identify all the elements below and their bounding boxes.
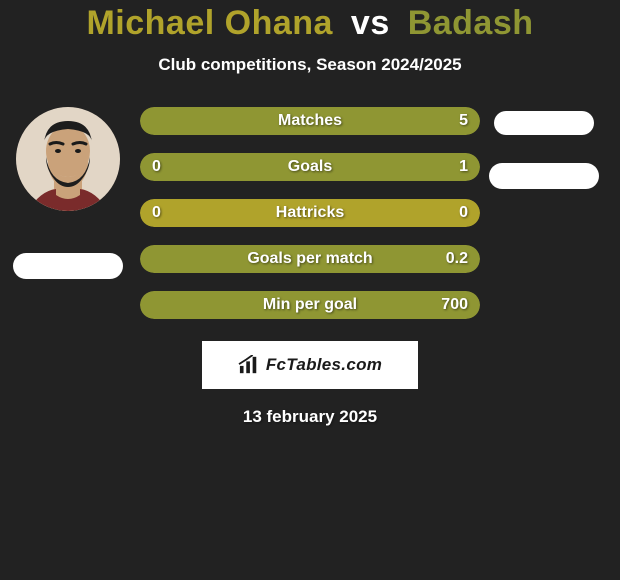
stat-bar: 0 Hattricks 0: [140, 199, 480, 227]
player1-name-pill: [13, 253, 123, 279]
player1-column: [8, 107, 128, 279]
stat-bar: 0 Goals 1: [140, 153, 480, 181]
widget-root: Michael Ohana vs Badash Club competition…: [0, 0, 620, 427]
brand-text: FcTables.com: [266, 355, 382, 375]
stat-bar: Min per goal 700: [140, 291, 480, 319]
stat-label: Hattricks: [276, 204, 344, 222]
player2-name: Badash: [408, 4, 534, 42]
title-vs: vs: [351, 4, 390, 42]
brand-box[interactable]: FcTables.com: [202, 341, 418, 389]
player2-pill-bottom: [489, 163, 599, 189]
date-text: 13 february 2025: [0, 407, 620, 427]
avatar-placeholder-icon: [16, 107, 120, 211]
player2-pill-top: [494, 111, 594, 135]
stat-left-value: 0: [152, 204, 161, 222]
stat-left-value: 0: [152, 158, 161, 176]
stat-right-value: 1: [459, 158, 468, 176]
content-area: Matches 5 0 Goals 1 0 Hattricks 0 Goals per matc…: [0, 107, 620, 319]
stat-label: Matches: [278, 112, 342, 130]
player1-name: Michael Ohana: [86, 4, 332, 42]
stat-bars: Matches 5 0 Goals 1 0 Hattricks 0 Goals per matc…: [140, 107, 480, 319]
stat-right-value: 5: [459, 112, 468, 130]
stat-right-value: 0: [459, 204, 468, 222]
stat-right-value: 700: [441, 296, 468, 314]
comparison-title: Michael Ohana vs Badash: [0, 4, 620, 43]
stat-label: Goals per match: [247, 250, 372, 268]
stat-label: Min per goal: [263, 296, 357, 314]
stat-bar: Goals per match 0.2: [140, 245, 480, 273]
stat-right-value: 0.2: [446, 250, 468, 268]
player2-column: [488, 107, 600, 189]
stat-bar: Matches 5: [140, 107, 480, 135]
subtitle: Club competitions, Season 2024/2025: [0, 55, 620, 75]
player1-avatar: [16, 107, 120, 211]
stat-label: Goals: [288, 158, 332, 176]
chart-icon: [238, 355, 260, 375]
